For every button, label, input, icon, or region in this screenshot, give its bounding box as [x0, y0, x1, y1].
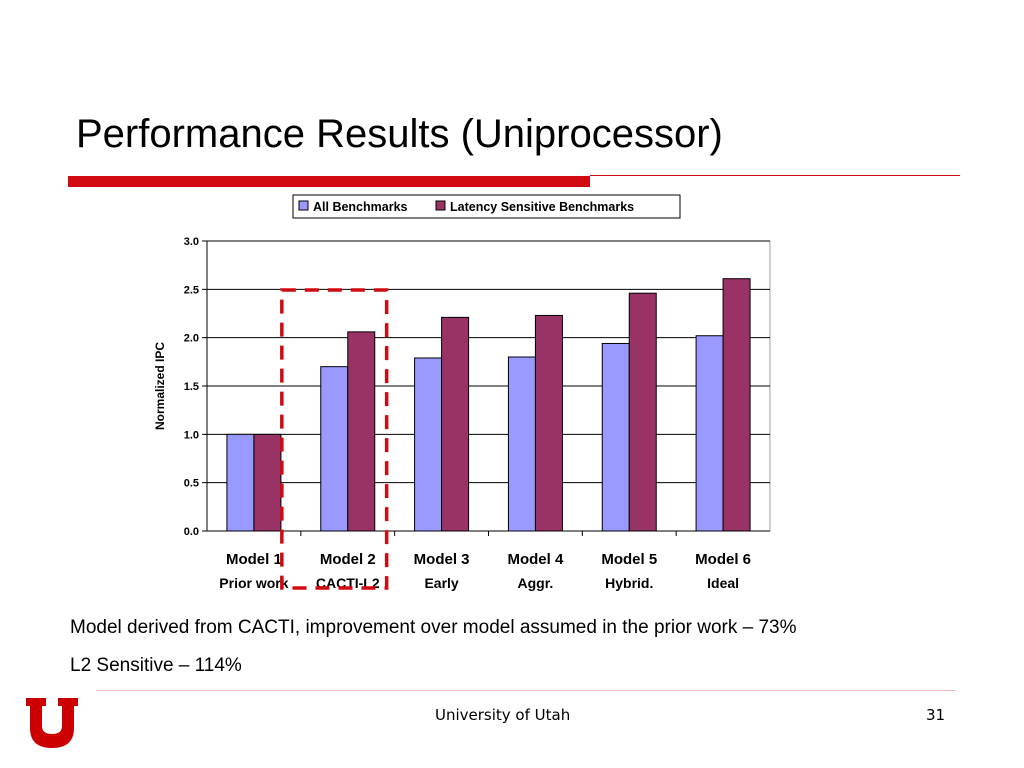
legend-box	[292, 194, 681, 219]
y-tick-label: 1.5	[184, 381, 199, 393]
x-tick-label: Model 6	[695, 551, 751, 568]
y-tick-label: 1.0	[184, 429, 199, 441]
y-tick-label: 0.0	[184, 526, 199, 538]
x-tick-label: Model 4	[507, 551, 563, 568]
bar-latency-sensitive	[722, 278, 751, 532]
university-logo	[26, 698, 78, 748]
page-number: 31	[926, 706, 946, 724]
legend-swatch	[298, 200, 309, 211]
slide-title: Performance Results (Uniprocessor)	[76, 112, 723, 156]
bar-latency-sensitive	[441, 316, 470, 532]
x-tick-label: Model 2	[320, 551, 376, 568]
highlight-box	[280, 288, 389, 590]
y-tick-label: 2.0	[184, 333, 199, 345]
x-tick-sublabel: Hybrid.	[605, 575, 653, 591]
bar-all-benchmarks	[226, 433, 255, 532]
legend-label: Latency Sensitive Benchmarks	[450, 200, 634, 214]
title-accent-bar	[68, 176, 590, 187]
x-tick-label: Model 5	[601, 551, 657, 568]
x-tick-label: Model 3	[414, 551, 470, 568]
bar-all-benchmarks	[507, 356, 536, 532]
bar-all-benchmarks	[414, 357, 443, 532]
bar-latency-sensitive	[347, 331, 376, 532]
y-axis-title: Normalized IPC	[153, 342, 167, 430]
y-tick-label: 0.5	[184, 478, 199, 490]
y-tick-label: 2.5	[184, 284, 199, 296]
footer-divider	[96, 690, 956, 691]
legend-label: All Benchmarks	[313, 200, 408, 214]
bar-all-benchmarks	[320, 366, 349, 532]
legend-swatch	[435, 200, 446, 211]
footer-university: University of Utah	[435, 706, 571, 724]
y-tick-label: 3.0	[184, 236, 199, 248]
bar-all-benchmarks	[601, 342, 630, 532]
x-tick-sublabel: Early	[424, 575, 458, 591]
caption-line-2: L2 Sensitive – 114%	[70, 655, 242, 676]
caption-line-1: Model derived from CACTI, improvement ov…	[70, 617, 797, 638]
bar-latency-sensitive	[253, 433, 282, 532]
x-tick-label: Model 1	[226, 551, 282, 568]
bar-latency-sensitive	[628, 292, 657, 532]
x-tick-sublabel: Prior work	[219, 575, 288, 591]
bar-all-benchmarks	[695, 335, 724, 532]
bar-latency-sensitive	[534, 314, 563, 532]
x-tick-sublabel: Aggr.	[518, 575, 554, 591]
x-tick-sublabel: Ideal	[707, 575, 739, 591]
title-accent-line	[590, 175, 960, 176]
